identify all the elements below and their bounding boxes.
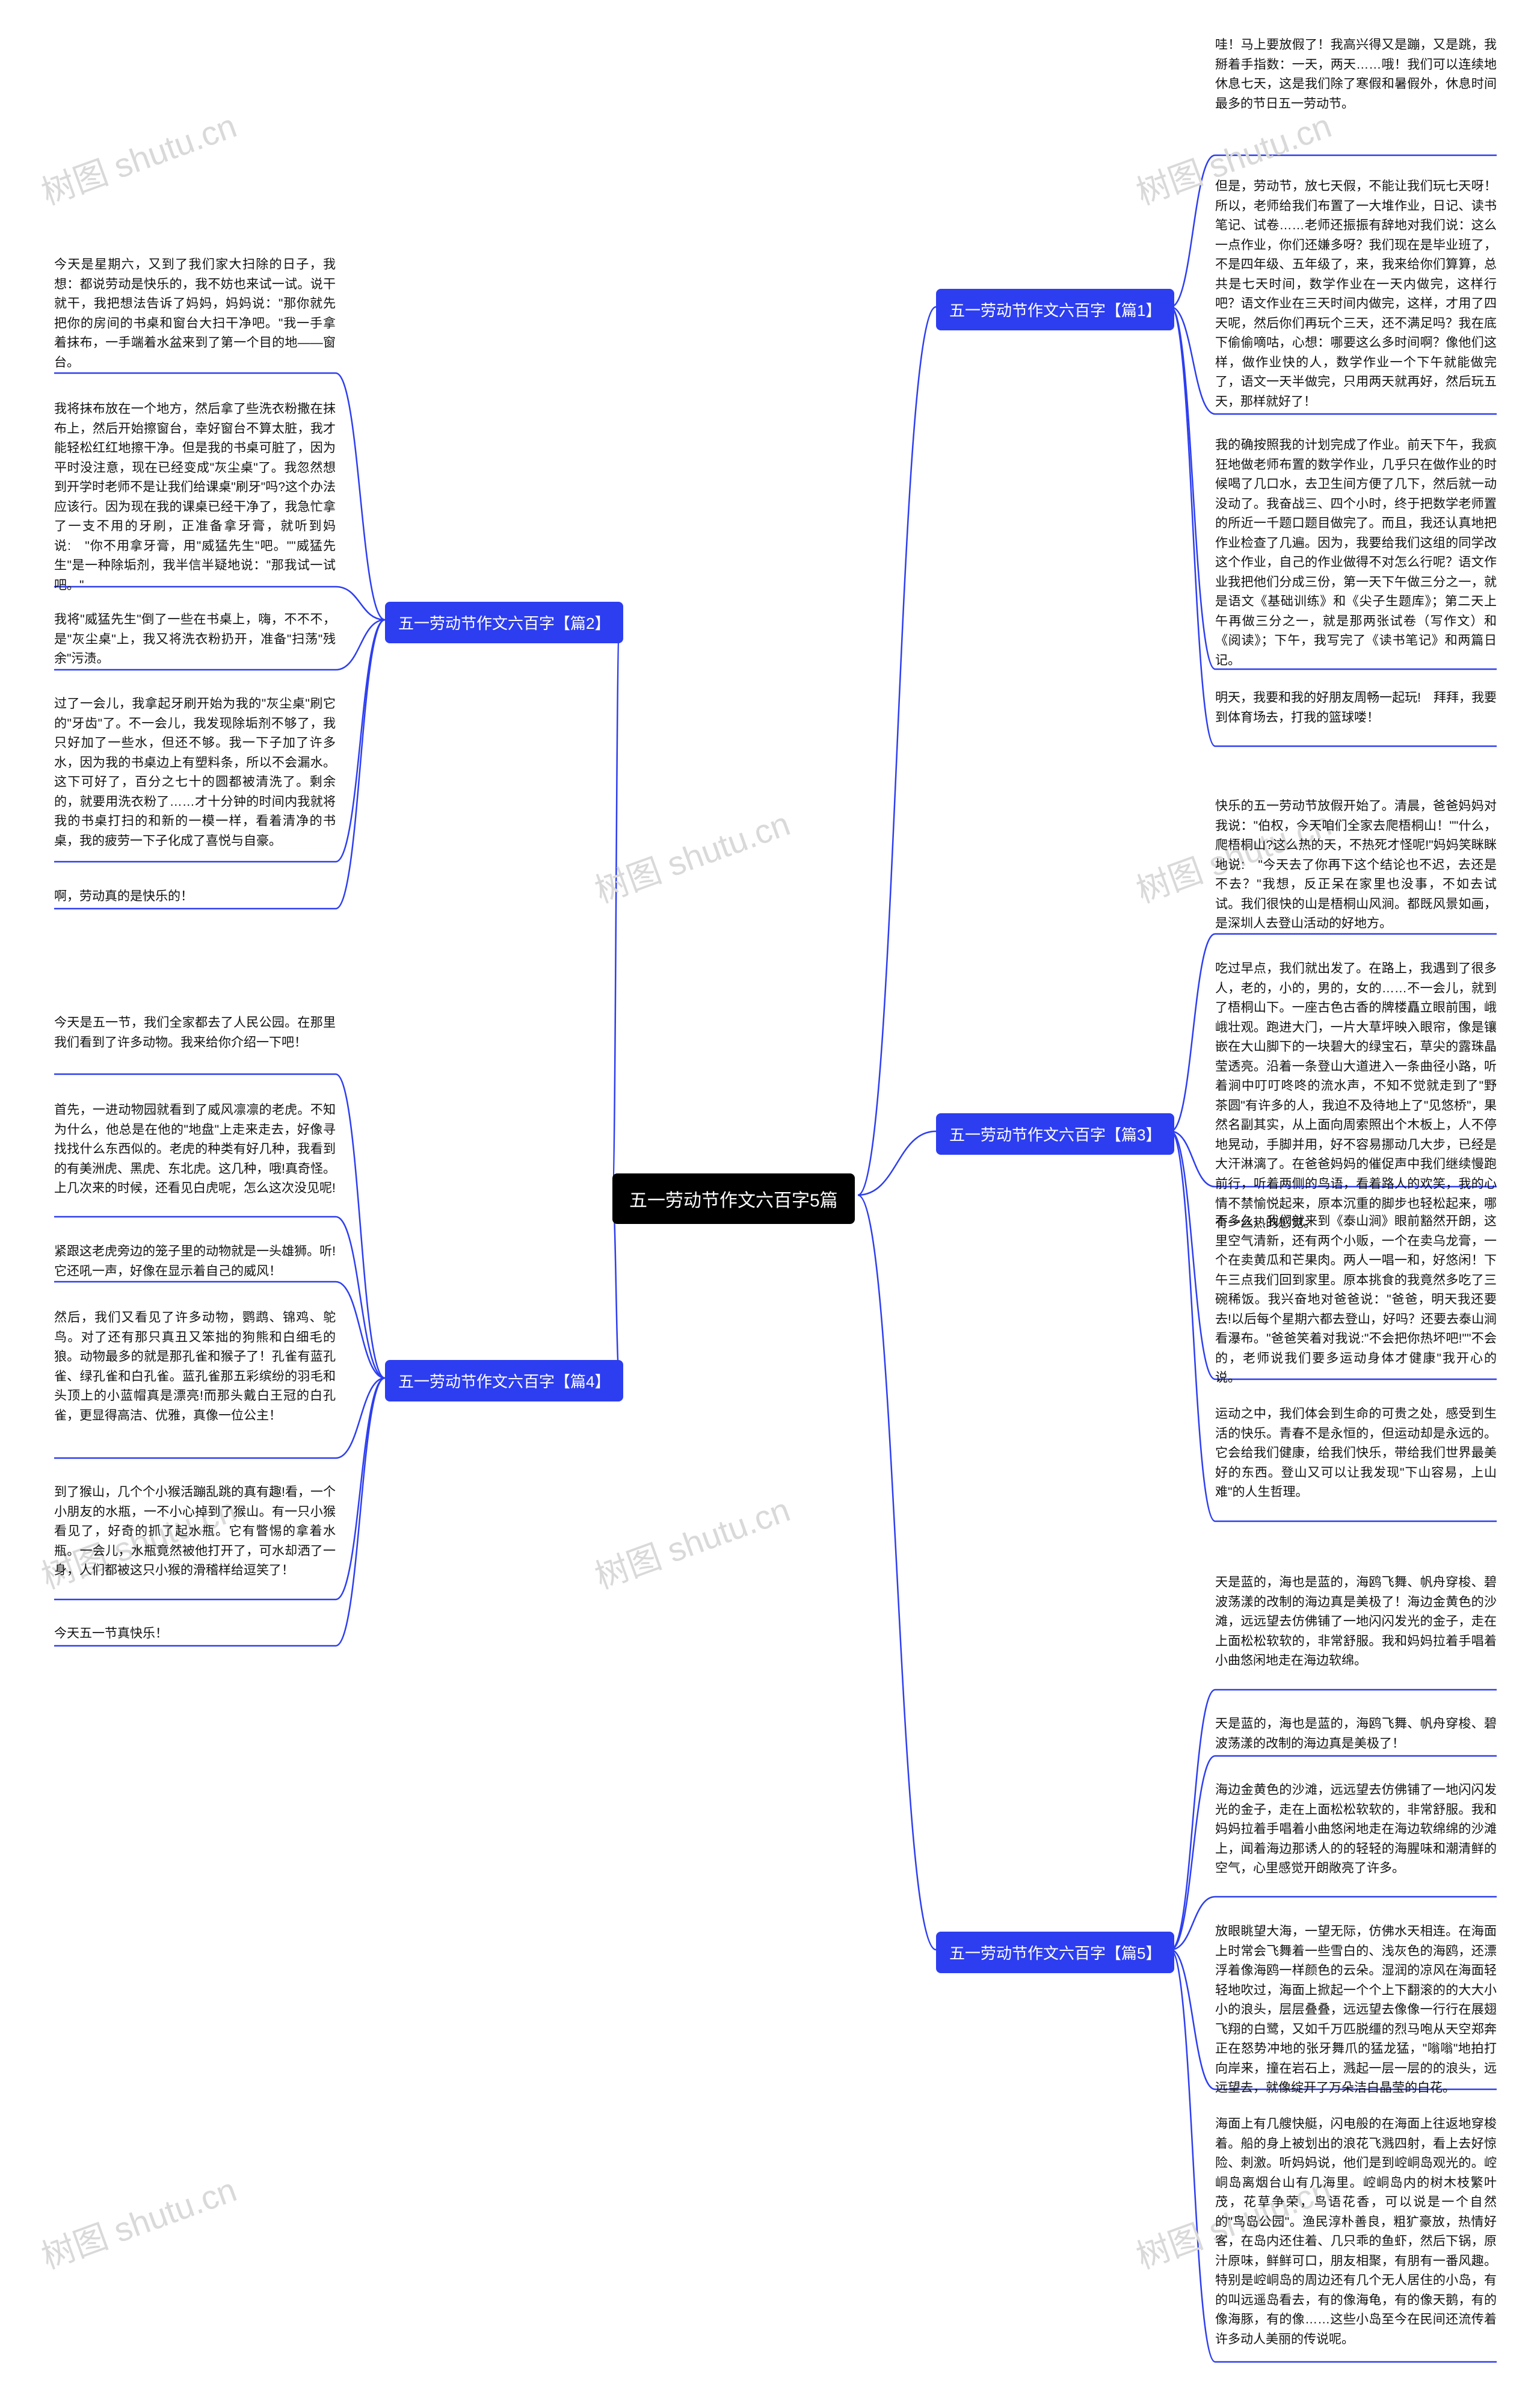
leaf-node: 哇！马上要放假了！我高兴得又是蹦，又是跳，我掰着手指数：一天，两天……哦！我们可… — [1215, 33, 1497, 116]
leaf-node: 海边金黄色的沙滩，远远望去仿佛铺了一地闪闪发光的金子，走在上面松松软软的，非常舒… — [1215, 1778, 1497, 1881]
topic-node-t2[interactable]: 五一劳动节作文六百字【篇2】 — [385, 602, 623, 643]
leaf-node: 首先，一进动物园就看到了威风凛凛的老虎。不知为什么，他总是在他的"地盘"上走来走… — [54, 1098, 336, 1201]
leaf-node: 但是，劳动节，放七天假，不能让我们玩七天呀！所以，老师给我们布置了一大堆作业，日… — [1215, 175, 1497, 415]
leaf-node: 天是蓝的，海也是蓝的，海鸥飞舞、帆舟穿梭、碧波荡漾的改制的海边真是美极了！海边金… — [1215, 1571, 1497, 1673]
leaf-node: 过了一会儿，我拿起牙刷开始为我的"灰尘桌"刷它的"牙齿"了。不一会儿，我发现除垢… — [54, 692, 336, 853]
leaf-node: 吃过早点，我们就出发了。在路上，我遇到了很多人，老的，小的，男的，女的……不一会… — [1215, 957, 1497, 1236]
leaf-node: 今天是星期六，又到了我们家大扫除的日子，我想：都说劳动是快乐的，我不妨也来试一试… — [54, 253, 336, 375]
watermark: 树图 shutu.cn — [587, 797, 796, 912]
watermark: 树图 shutu.cn — [34, 2163, 242, 2278]
watermark: 树图 shutu.cn — [34, 99, 242, 214]
leaf-node: 天是蓝的，海也是蓝的，海鸥飞舞、帆舟穿梭、碧波荡漾的改制的海边真是美极了！ — [1215, 1712, 1497, 1756]
leaf-node: 啊，劳动真的是快乐的！ — [54, 885, 336, 909]
leaf-node: 快乐的五一劳动节放假开始了。清晨，爸爸妈妈对我说："伯权，今天咱们全家去爬梧桐山… — [1215, 794, 1497, 936]
leaf-node: 然后，我们又看见了许多动物，鹦鹉、锦鸡、鸵鸟。对了还有那只真丑又笨拙的狗熊和白细… — [54, 1306, 336, 1428]
topic-node-t3[interactable]: 五一劳动节作文六百字【篇3】 — [936, 1113, 1174, 1155]
leaf-node: 我的确按照我的计划完成了作业。前天下午，我疯狂地做老师布置的数学作业，几乎只在做… — [1215, 433, 1497, 673]
leaf-node: 今天五一节真快乐！ — [54, 1622, 336, 1646]
topic-node-t4[interactable]: 五一劳动节作文六百字【篇4】 — [385, 1360, 623, 1401]
root-node[interactable]: 五一劳动节作文六百字5篇 — [612, 1173, 855, 1224]
topic-node-t5[interactable]: 五一劳动节作文六百字【篇5】 — [936, 1932, 1174, 1973]
leaf-node: 明天，我要和我的好朋友周畅一起玩! 拜拜，我要到体育场去，打我的篮球喽！ — [1215, 686, 1497, 730]
leaf-node: 到了猴山，几个个小猴活蹦乱跳的真有趣!看，一个小朋友的水瓶，一不小心掉到了猴山。… — [54, 1480, 336, 1583]
leaf-node: 紧跟这老虎旁边的笼子里的动物就是一头雄狮。听!它还吼一声，好像在显示着自己的威风… — [54, 1240, 336, 1284]
topic-node-t1[interactable]: 五一劳动节作文六百字【篇1】 — [936, 289, 1174, 330]
leaf-node: 海面上有几艘快艇，闪电般的在海面上往返地穿梭着。船的身上被划出的浪花飞溅四射，看… — [1215, 2112, 1497, 2352]
leaf-node: 运动之中，我们体会到生命的可贵之处，感受到生活的快乐。青春不是永恒的，但运动却是… — [1215, 1402, 1497, 1505]
leaf-node: 今天是五一节，我们全家都去了人民公园。在那里我们看到了许多动物。我来给你介绍一下… — [54, 1011, 336, 1055]
leaf-node: 不多久，我们就来到《泰山涧》眼前豁然开朗，这里空气清新，还有两个小贩，一个在卖乌… — [1215, 1210, 1497, 1391]
leaf-node: 我将抹布放在一个地方，然后拿了些洗衣粉撒在抹布上，然后开始擦窗台，幸好窗台不算太… — [54, 397, 336, 598]
leaf-node: 我将"威猛先生"倒了一些在书桌上，嗨，不不不，是"灰尘桌"上，我又将洗衣粉扔开，… — [54, 608, 336, 672]
watermark: 树图 shutu.cn — [587, 1483, 796, 1598]
leaf-node: 放眼眺望大海，一望无际，仿佛水天相连。在海面上时常会飞舞着一些雪白的、浅灰色的海… — [1215, 1920, 1497, 2101]
